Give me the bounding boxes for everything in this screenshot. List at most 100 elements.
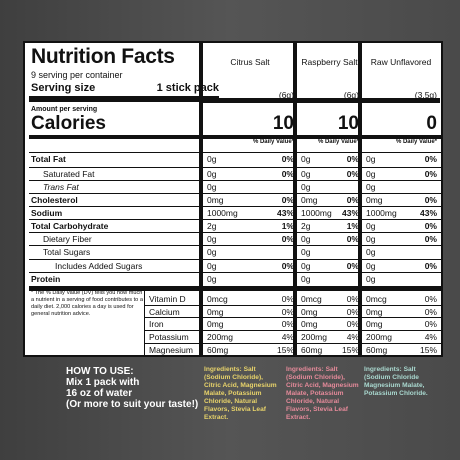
vitamin-dv: 0% <box>424 307 437 317</box>
nutrient-amount: 2g <box>207 221 217 231</box>
nutrient-dv: 0% <box>424 234 437 244</box>
nutrient-dv: 0% <box>281 261 294 271</box>
nutrient-amount: 0g <box>366 261 376 271</box>
nutrient-name: Cholesterol <box>31 195 78 205</box>
vitamin-amount: 60mg <box>366 345 388 355</box>
nutrient-amount: 0g <box>366 182 376 192</box>
vitamin-name: Potassium <box>149 332 189 342</box>
nutrient-dv: 0% <box>346 261 359 271</box>
nutrient-dv: 0% <box>281 154 294 164</box>
vitamin-amount: 0mg <box>366 307 383 317</box>
vitamin-dv: 0% <box>281 319 294 329</box>
vitamin-dv: 4% <box>424 332 437 342</box>
row-divider <box>29 259 441 260</box>
nutrient-amount: 1000mg <box>366 208 397 218</box>
nutrient-dv: 0% <box>346 154 359 164</box>
nutrient-name: Saturated Fat <box>43 169 95 179</box>
vitamin-dv: 0% <box>346 307 359 317</box>
nutrient-name: Dietary Fiber <box>43 234 92 244</box>
vitamin-dv: 15% <box>276 345 294 355</box>
product-name: Raw Unflavored <box>370 57 432 67</box>
divider-calories <box>29 135 441 139</box>
nutrient-dv: 43% <box>419 208 437 218</box>
vitamin-amount: 0mcg <box>366 294 387 304</box>
nutrient-amount: 0g <box>207 247 217 257</box>
vitamin-amount: 200mg <box>301 332 327 342</box>
nutrient-name: Includes Added Sugars <box>55 261 143 271</box>
row-divider <box>29 219 441 220</box>
how-to-use-line: Mix 1 pack with <box>66 377 140 388</box>
nutrient-amount: 0g <box>301 261 311 271</box>
vitamin-name: Calcium <box>149 307 180 317</box>
product-column: Raw Unflavored (3.5g) 0 % Daily Value* 0g 0% 0… <box>362 43 440 355</box>
nutrient-dv: 43% <box>341 208 359 218</box>
nutrient-amount: 0g <box>301 247 311 257</box>
vitamin-amount: 0mg <box>366 319 383 329</box>
nutrient-dv: 0% <box>424 154 437 164</box>
nutrient-amount: 0g <box>207 169 217 179</box>
vitamin-dv: 0% <box>281 307 294 317</box>
nutrient-dv: 1% <box>281 221 294 231</box>
nutrient-amount: 0g <box>366 247 376 257</box>
nutrient-amount: 0g <box>366 154 376 164</box>
serving-size-value: 1 stick pack <box>156 82 219 94</box>
product-column: Raspberry Salt (6g) 10 % Daily Value* 0g 0% 0g… <box>297 43 362 355</box>
calories-label: Calories <box>31 113 106 134</box>
nutrition-label: Nutrition Facts 9 serving per container … <box>23 41 443 357</box>
dv-header: % Daily Value* <box>317 139 359 145</box>
row-divider <box>29 245 441 246</box>
product-calories: 0 <box>426 113 437 134</box>
servings-per-container: 9 serving per container <box>31 70 123 80</box>
dv-footnote: * The % Daily Value (DV) tells you how m… <box>31 290 143 317</box>
product-column: Citrus Salt (6g) 10 % Daily Value* 0g 0% 0g 0% 0… <box>203 43 297 355</box>
vitamin-dv: 4% <box>281 332 294 342</box>
how-to-use: HOW TO USE: Mix 1 pack with 16 oz of wat… <box>66 366 198 410</box>
nutrient-amount: 0g <box>207 234 217 244</box>
vitamin-dv: 15% <box>341 345 359 355</box>
nutrient-amount: 0mg <box>301 195 318 205</box>
row-divider <box>29 193 441 194</box>
nutrient-amount: 0mg <box>366 195 383 205</box>
vitamin-dv: 0% <box>346 319 359 329</box>
nutrient-amount: 0g <box>301 154 311 164</box>
nutrient-dv: 1% <box>346 221 359 231</box>
vitamin-name: Vitamin D <box>149 294 186 304</box>
serving-size-row: Serving size 1 stick pack <box>31 82 219 94</box>
nutrient-amount: 0mg <box>207 195 224 205</box>
vitamin-dv: 0% <box>424 319 437 329</box>
divider-thick <box>362 98 440 103</box>
product-calories: 10 <box>337 113 359 134</box>
column-divider <box>293 43 297 355</box>
nutrient-name: Protein <box>31 274 61 284</box>
vitamin-dv: 0% <box>346 294 359 304</box>
vitamin-dv: 0% <box>281 294 294 304</box>
nutrient-dv: 0% <box>424 195 437 205</box>
nutrient-dv: 0% <box>424 261 437 271</box>
nutrient-dv: 0% <box>281 195 294 205</box>
row-divider <box>29 272 441 273</box>
product-serving: (6g) <box>278 90 294 100</box>
nutrient-name: Total Sugars <box>43 247 91 257</box>
column-divider <box>199 43 203 355</box>
how-to-use-heading: HOW TO USE: <box>66 366 134 377</box>
nutrient-amount: 0g <box>366 221 376 231</box>
nutrient-name: Trans Fat <box>43 182 79 192</box>
divider-thick <box>203 98 297 103</box>
how-to-use-line: 16 oz of water <box>66 388 133 399</box>
nutrient-amount: 0g <box>366 234 376 244</box>
vitamin-amount: 60mg <box>207 345 229 355</box>
nutrient-dv: 0% <box>346 169 359 179</box>
column-divider <box>358 43 362 355</box>
nutrient-amount: 0g <box>207 274 217 284</box>
ingredients-unflavored: Ingredients: Salt (Sodium Chloride Magne… <box>364 366 428 397</box>
dv-header: % Daily Value* <box>252 139 294 145</box>
how-to-use-line: (Or more to suit your taste!) <box>66 399 199 410</box>
nutrient-amount: 0g <box>207 182 217 192</box>
nutrient-amount: 0g <box>301 182 311 192</box>
row-divider <box>29 152 441 153</box>
product-serving: (6g) <box>343 90 359 100</box>
vitamin-amount: 200mg <box>366 332 392 342</box>
nutrient-name: Total Carbohydrate <box>31 221 109 231</box>
divider-thick <box>297 98 362 103</box>
